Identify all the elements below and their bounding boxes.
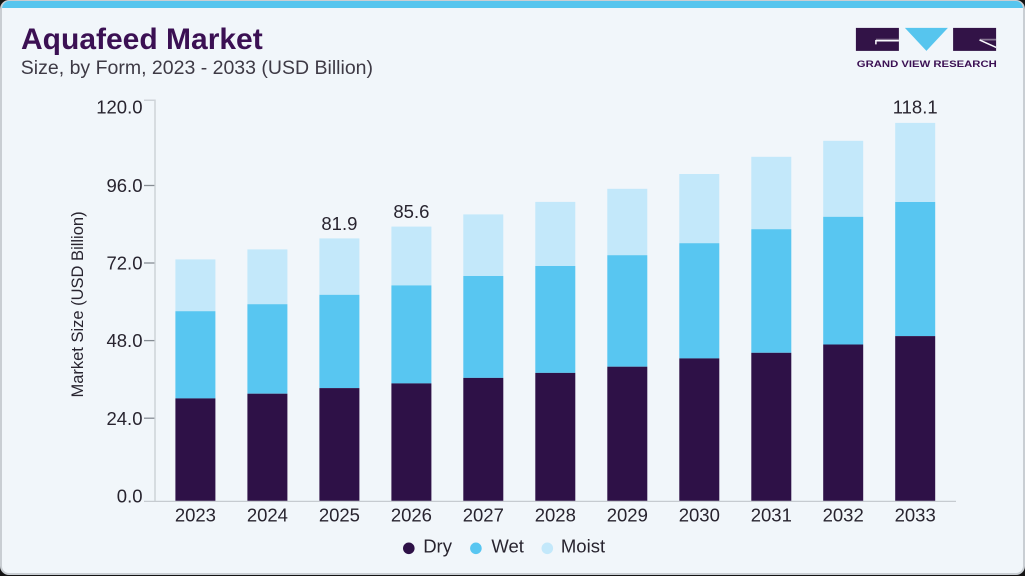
svg-text:81.9: 81.9 bbox=[321, 212, 357, 233]
svg-text:2024: 2024 bbox=[247, 504, 288, 525]
svg-text:2025: 2025 bbox=[319, 504, 360, 525]
svg-text:Wet: Wet bbox=[491, 535, 524, 556]
svg-text:120.0: 120.0 bbox=[96, 96, 142, 117]
svg-text:2027: 2027 bbox=[463, 504, 504, 525]
svg-text:Dry: Dry bbox=[423, 535, 453, 556]
svg-text:2030: 2030 bbox=[679, 504, 720, 525]
svg-text:2031: 2031 bbox=[751, 504, 792, 525]
svg-text:Market Size (USD Billion): Market Size (USD Billion) bbox=[69, 211, 87, 397]
svg-text:2026: 2026 bbox=[391, 504, 432, 525]
svg-text:Moist: Moist bbox=[561, 535, 605, 556]
svg-text:2033: 2033 bbox=[895, 504, 936, 525]
svg-text:96.0: 96.0 bbox=[106, 175, 142, 196]
svg-text:2032: 2032 bbox=[823, 504, 864, 525]
svg-text:72.0: 72.0 bbox=[106, 252, 142, 273]
svg-text:0.0: 0.0 bbox=[117, 485, 143, 506]
svg-text:48.0: 48.0 bbox=[106, 330, 142, 351]
svg-text:24.0: 24.0 bbox=[106, 407, 142, 428]
svg-text:118.1: 118.1 bbox=[893, 96, 938, 117]
svg-text:GRAND VIEW RESEARCH: GRAND VIEW RESEARCH bbox=[857, 58, 997, 68]
svg-text:85.6: 85.6 bbox=[393, 201, 429, 222]
svg-text:2028: 2028 bbox=[535, 504, 576, 525]
svg-text:2023: 2023 bbox=[175, 504, 216, 525]
svg-text:2029: 2029 bbox=[607, 504, 648, 525]
